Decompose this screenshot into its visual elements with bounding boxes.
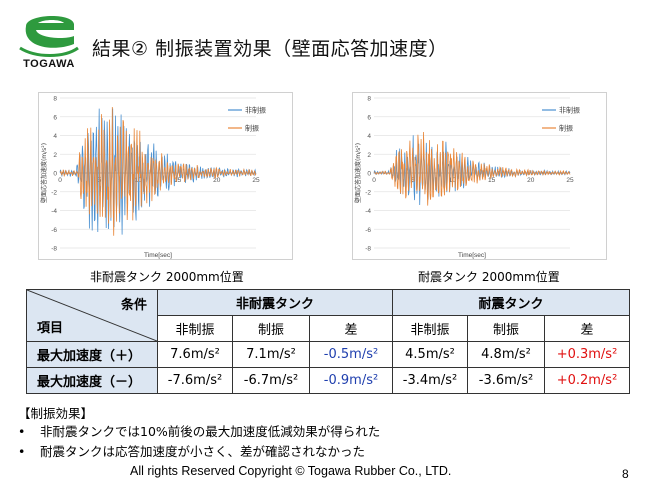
bullet-item: • 非耐震タンクでは10%前後の最大加速度低減効果が得られた (18, 424, 381, 439)
series-line-controlled (60, 106, 257, 236)
x-axis-label: Time[sec] (144, 252, 172, 259)
y-tick-label: -4 (365, 208, 371, 215)
row-label: 最大加速度（＋） (26, 341, 158, 368)
table-corner-cell: 条件 項目 (26, 289, 158, 342)
logo-text: TOGAWA (23, 58, 75, 70)
summary-bullets: • 非耐震タンクでは10%前後の最大加速度低減効果が得られた • 耐震タンクは応答加… (18, 422, 380, 462)
x-axis-label: Time[sec] (458, 252, 486, 259)
x-tick-label: 25 (252, 177, 260, 184)
x-tick-label: 15 (488, 177, 496, 184)
row-label: 最大加速度（－） (26, 367, 158, 394)
table-row: 最大加速度（－） -7.6m/s² -6.7m/s² -0.9m/s² -3.4… (26, 367, 630, 394)
subheader: 制振 (232, 315, 310, 342)
page-title: 結果② 制振装置効果（壁面応答加速度） (92, 38, 448, 60)
legend-label: 制振 (245, 124, 259, 133)
company-logo (14, 8, 84, 70)
y-tick-label: 8 (53, 96, 57, 103)
group-header-non-seismic: 非耐震タンク (157, 289, 393, 316)
legend-label: 制振 (559, 124, 573, 133)
x-tick-label: 0 (58, 177, 62, 184)
y-tick-label: 6 (367, 114, 371, 121)
table-cell: -6.7m/s² (232, 367, 310, 394)
summary-heading: 【制振効果】 (18, 406, 94, 421)
y-tick-label: 4 (53, 133, 57, 140)
y-tick-label: 2 (53, 152, 57, 159)
chart-caption-right: 耐震タンク 2000mm位置 (418, 270, 560, 284)
table-cell-diff: +0.3m/s² (544, 341, 630, 368)
chart-non-seismic: 8 6 4 2 0 -2 -4 -6 -8 0 5 10 15 20 25 壁面応答加速度(m/s²) Time… (38, 92, 293, 260)
subheader: 制振 (467, 315, 545, 342)
table-cell: 7.1m/s² (232, 341, 310, 368)
table-cell-diff: +0.2m/s² (544, 367, 630, 394)
x-tick-label: 15 (174, 177, 182, 184)
group-header-seismic: 耐震タンク (392, 289, 630, 316)
x-tick-label: 20 (213, 177, 221, 184)
y-tick-label: -6 (365, 227, 371, 234)
table-cell: -3.6m/s² (467, 367, 545, 394)
table-cell: 4.5m/s² (392, 341, 468, 368)
y-tick-label: -8 (51, 246, 57, 253)
table-row: 最大加速度（＋） 7.6m/s² 7.1m/s² -0.5m/s² 4.5m/s… (26, 341, 630, 368)
legend-label: 非制振 (245, 106, 266, 115)
y-tick-label: -2 (365, 189, 371, 196)
x-tick-label: 25 (566, 177, 574, 184)
subheader: 非制振 (392, 315, 468, 342)
y-tick-label: 4 (367, 133, 371, 140)
results-table: 条件 項目 非耐震タンク 耐震タンク 非制振 制振 差 非制振 制振 差 最大加… (26, 289, 630, 394)
y-tick-label: -2 (51, 189, 57, 196)
table-cell: 4.8m/s² (467, 341, 545, 368)
y-tick-label: 8 (367, 96, 371, 103)
chart-caption-left: 非耐震タンク 2000mm位置 (90, 270, 244, 284)
y-tick-label: 6 (53, 114, 57, 121)
y-tick-label: -6 (51, 227, 57, 234)
y-tick-label: -4 (51, 208, 57, 215)
y-axis-label: 壁面応答加速度(m/s²) (354, 143, 362, 203)
corner-item: 項目 (37, 321, 64, 336)
table-cell: 7.6m/s² (157, 341, 233, 368)
y-tick-label: -8 (365, 246, 371, 253)
corner-condition: 条件 (120, 298, 147, 313)
subheader: 非制振 (157, 315, 233, 342)
subheader: 差 (544, 315, 630, 342)
table-cell-diff: -0.9m/s² (309, 367, 393, 394)
x-tick-label: 0 (372, 177, 376, 184)
y-tick-label: 2 (367, 152, 371, 159)
x-tick-label: 20 (527, 177, 535, 184)
copyright-footer: All rights Reserved Copyright © Togawa R… (130, 464, 452, 478)
table-cell-diff: -0.5m/s² (309, 341, 393, 368)
y-axis-label: 壁面応答加速度(m/s²) (40, 143, 48, 203)
subheader: 差 (309, 315, 393, 342)
series-line-controlled (373, 131, 571, 206)
y-tick-label: 0 (53, 171, 57, 178)
bullet-item: • 耐震タンクは応答加速度が小さく、差が確認されなかった (18, 444, 366, 459)
y-tick-label: 0 (367, 171, 371, 178)
table-cell: -7.6m/s² (157, 367, 233, 394)
page-number: 8 (622, 467, 629, 481)
table-cell: -3.4m/s² (392, 367, 468, 394)
chart-seismic: 8 6 4 2 0 -2 -4 -6 -8 0 5 10 15 20 25 壁面応答加速度(m/s²) Time… (352, 92, 607, 260)
legend-label: 非制振 (559, 106, 580, 115)
